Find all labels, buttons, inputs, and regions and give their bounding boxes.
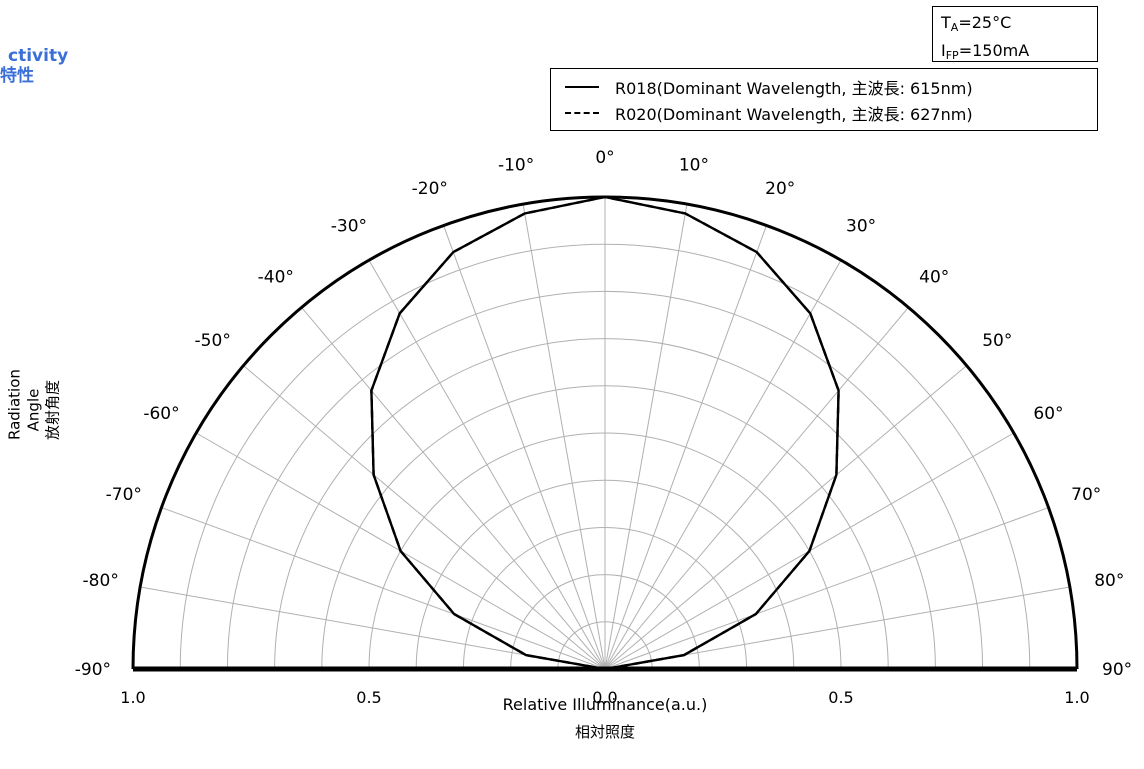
radial-tick-label: 0.5 bbox=[828, 688, 853, 707]
title-jp: 特性 bbox=[0, 66, 34, 86]
grid-spoke bbox=[604, 365, 967, 670]
current-condition: IFP=150mA bbox=[941, 41, 1030, 62]
angle-tick-label: 0° bbox=[595, 148, 614, 168]
grid-spoke bbox=[604, 225, 767, 670]
legend-swatch-dashed bbox=[565, 112, 599, 114]
grid-spoke bbox=[604, 259, 842, 670]
grid-spoke bbox=[522, 204, 606, 670]
angle-tick-label: -30° bbox=[331, 217, 367, 237]
radial-tick-labels: 1.0 0.5 0.0 0.5 1.0 bbox=[120, 688, 1089, 707]
angle-tick-label: 40° bbox=[919, 268, 949, 288]
series-line-r020 bbox=[370, 195, 840, 671]
legend: R018(Dominant Wavelength, 主波長: 615nm) R0… bbox=[550, 68, 1098, 131]
legend-label-r020: R020(Dominant Wavelength, 主波長: 627nm) bbox=[615, 105, 973, 124]
angle-tick-label: 60° bbox=[1033, 404, 1063, 424]
chart-title: ctivity 特性 bbox=[0, 46, 68, 86]
angle-tick-label: -20° bbox=[412, 179, 448, 199]
legend-label-r018: R018(Dominant Wavelength, 主波長: 615nm) bbox=[615, 79, 973, 98]
grid-spoke bbox=[368, 259, 606, 670]
title-en: ctivity bbox=[8, 46, 69, 66]
angle-tick-label: 80° bbox=[1094, 571, 1124, 591]
conditions-box: TA=25°C IFP=150mA bbox=[932, 6, 1098, 62]
radial-tick-label: 0.0 bbox=[592, 688, 617, 707]
angle-tick-label: -40° bbox=[258, 268, 294, 288]
legend-entry-r020: R020(Dominant Wavelength, 主波長: 627nm) bbox=[565, 101, 973, 125]
temp-condition: TA=25°C bbox=[941, 13, 1012, 34]
angle-tick-label: -80° bbox=[83, 571, 119, 591]
radial-tick-label: 0.5 bbox=[356, 688, 381, 707]
grid-spoke bbox=[604, 307, 909, 670]
grid-spoke bbox=[161, 507, 606, 670]
polar-grid bbox=[131, 195, 1079, 672]
angle-tick-label: -90° bbox=[75, 660, 111, 680]
grid-spoke bbox=[443, 225, 606, 670]
angle-tick-label: 50° bbox=[982, 331, 1012, 351]
grid-spoke bbox=[604, 204, 688, 670]
angle-tick-label: 30° bbox=[846, 217, 876, 237]
x-axis-label-jp: 相対照度 bbox=[575, 723, 635, 741]
angle-tick-label: 90° bbox=[1102, 660, 1132, 680]
angle-tick-label: -50° bbox=[195, 331, 231, 351]
legend-entry-r018: R018(Dominant Wavelength, 主波長: 615nm) bbox=[565, 75, 973, 99]
x-axis-label-en: Relative Illuminance(a.u.) bbox=[503, 695, 708, 714]
angle-tick-label: 10° bbox=[679, 156, 709, 176]
legend-swatch-solid bbox=[565, 86, 599, 88]
angle-tick-label: -10° bbox=[498, 156, 534, 176]
grid-spoke bbox=[604, 507, 1049, 670]
series-group bbox=[370, 195, 840, 671]
angle-tick-label: 20° bbox=[765, 179, 795, 199]
angle-tick-label: -60° bbox=[143, 404, 179, 424]
angle-labels: -90° -80° -70° -60° -50° -40° -30° -20° -10° 0° 10… bbox=[75, 148, 1132, 680]
radial-tick-label: 1.0 bbox=[120, 688, 145, 707]
radial-tick-label: 1.0 bbox=[1064, 688, 1089, 707]
grid-spoke bbox=[301, 307, 606, 670]
angle-tick-label: -70° bbox=[106, 485, 142, 505]
angle-tick-label: 70° bbox=[1071, 485, 1101, 505]
grid-spoke bbox=[243, 365, 606, 670]
